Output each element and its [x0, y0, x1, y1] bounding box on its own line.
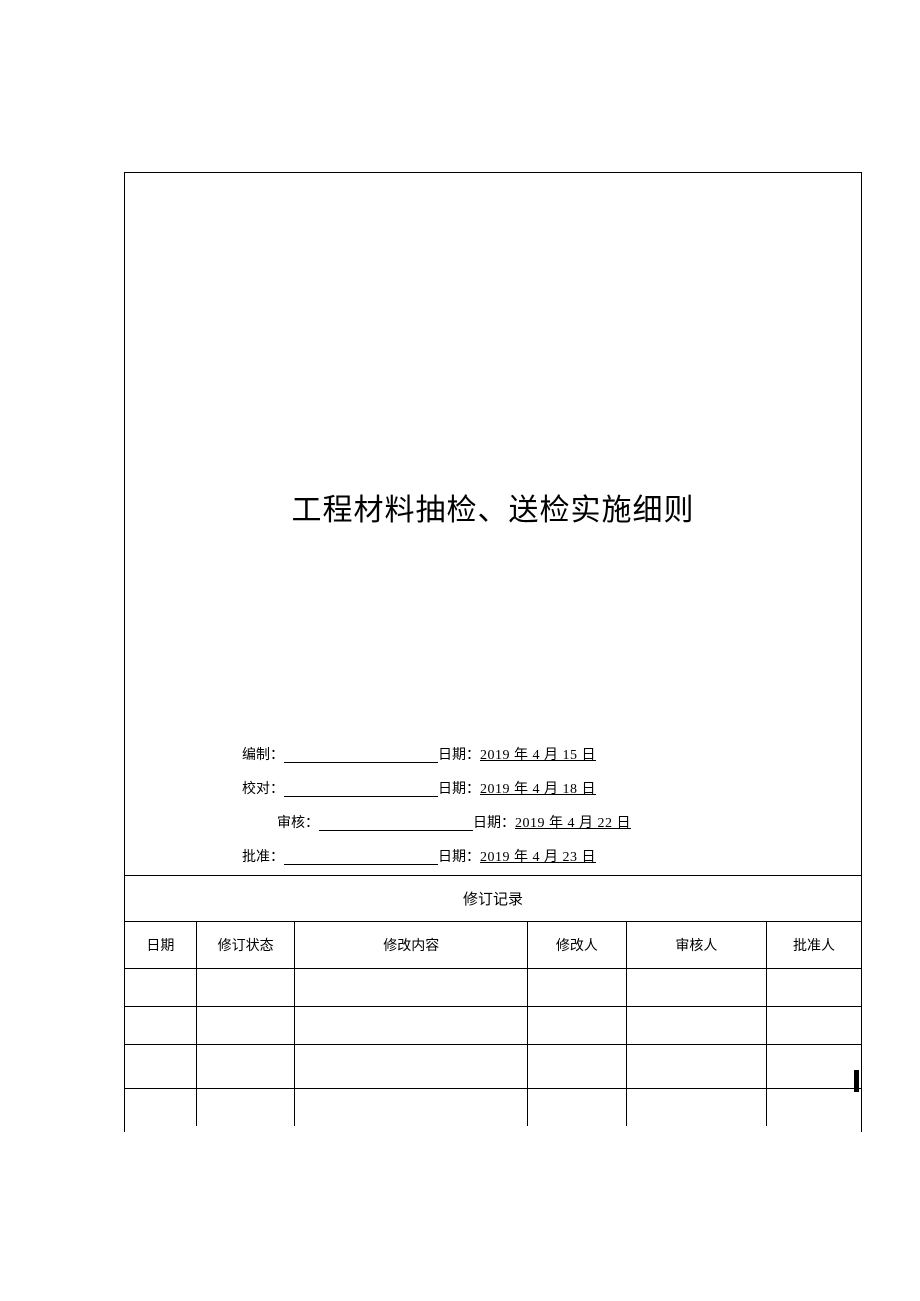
sig-blank-compile — [284, 749, 438, 763]
cell-approver — [767, 968, 861, 1006]
sig-blank-review — [319, 817, 473, 831]
cell-date — [125, 1088, 196, 1126]
cell-status — [196, 1088, 295, 1126]
cell-status — [196, 1044, 295, 1088]
cell-modifier — [528, 1044, 627, 1088]
signature-block: 编制：日期：2019 年 4 月 15 日 校对：日期：2019 年 4 月 1… — [125, 749, 861, 885]
signature-row-review: 审核： 日期：2019 年 4 月 22 日 — [277, 817, 861, 831]
sig-date-label-approve: 日期： — [438, 850, 480, 865]
cell-date — [125, 968, 196, 1006]
sig-label-approve: 批准： — [242, 850, 284, 865]
revision-row — [125, 1044, 861, 1088]
sig-date-value-proofread: 2019 年 4 月 18 日 — [480, 782, 596, 797]
sig-label-proofread: 校对： — [242, 782, 284, 797]
cell-status — [196, 968, 295, 1006]
document-frame: 工程材料抽检、送检实施细则 编制：日期：2019 年 4 月 15 日 校对：日… — [124, 172, 862, 1132]
cell-reviewer — [626, 1044, 766, 1088]
col-header-content: 修改内容 — [295, 922, 528, 968]
sig-date-label-proofread: 日期： — [438, 782, 480, 797]
sig-date-label-review: 日期： — [473, 816, 515, 831]
revision-row — [125, 1006, 861, 1044]
cell-content — [295, 1044, 528, 1088]
col-header-reviewer: 审核人 — [626, 922, 766, 968]
cell-approver — [767, 1044, 861, 1088]
cell-reviewer — [626, 1088, 766, 1126]
col-header-modifier: 修改人 — [528, 922, 627, 968]
cell-content — [295, 1088, 528, 1126]
cell-modifier — [528, 968, 627, 1006]
revision-table: 日期 修订状态 修改内容 修改人 审核人 批准人 — [125, 922, 861, 1126]
signature-row-approve: 批准： 日期：2019 年 4 月 23 日 — [242, 851, 861, 865]
revision-header-row: 日期 修订状态 修改内容 修改人 审核人 批准人 — [125, 922, 861, 968]
cell-date — [125, 1044, 196, 1088]
sig-date-value-approve: 2019 年 4 月 23 日 — [480, 850, 596, 865]
cell-approver — [767, 1006, 861, 1044]
sig-blank-approve — [284, 851, 438, 865]
cell-modifier — [528, 1088, 627, 1126]
cursor-mark — [854, 1070, 859, 1092]
cell-content — [295, 968, 528, 1006]
document-title: 工程材料抽检、送检实施细则 — [125, 485, 861, 529]
cell-date — [125, 1006, 196, 1044]
cell-content — [295, 1006, 528, 1044]
col-header-approver: 批准人 — [767, 922, 861, 968]
sig-date-value-compile: 2019 年 4 月 15 日 — [480, 748, 596, 763]
sig-date-label-compile: 日期： — [438, 748, 480, 763]
revision-section: 修订记录 日期 修订状态 修改内容 修改人 审核人 批准人 — [125, 875, 861, 1126]
revision-section-title: 修订记录 — [125, 875, 861, 922]
cell-status — [196, 1006, 295, 1044]
col-header-status: 修订状态 — [196, 922, 295, 968]
signature-row-compile: 编制： 日期：2019 年 4 月 15 日 — [242, 749, 861, 763]
sig-label-compile: 编制： — [242, 748, 284, 763]
signature-row-proofread: 校对： 日期：2019 年 4 月 18 日 — [242, 783, 861, 797]
cell-modifier — [528, 1006, 627, 1044]
sig-date-value-review: 2019 年 4 月 22 日 — [515, 816, 631, 831]
sig-label-review: 审核： — [277, 816, 319, 831]
cell-reviewer — [626, 1006, 766, 1044]
revision-row — [125, 968, 861, 1006]
col-header-date: 日期 — [125, 922, 196, 968]
revision-row — [125, 1088, 861, 1126]
sig-blank-proofread — [284, 783, 438, 797]
cell-reviewer — [626, 968, 766, 1006]
cell-approver — [767, 1088, 861, 1126]
